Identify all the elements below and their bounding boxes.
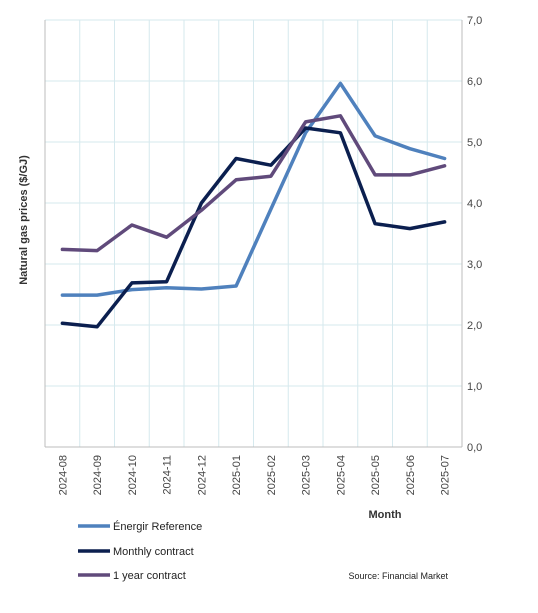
y-tick-label: 0,0 <box>467 442 482 454</box>
x-tick-label: 2025-03 <box>301 455 313 495</box>
x-tick-label: 2025-05 <box>370 455 382 495</box>
y-tick-label: 2,0 <box>467 320 482 332</box>
grid <box>44 19 463 448</box>
x-tick-label: 2025-02 <box>266 455 278 495</box>
y-tick-label: 6,0 <box>467 76 482 88</box>
tick-labels: 0,0 1,0 2,0 3,0 4,0 5,0 6,0 7,0 2024-08 2024-09 20… <box>57 15 482 495</box>
x-tick-label: 2024-09 <box>92 455 104 495</box>
x-axis-label: Month <box>369 509 402 521</box>
x-tick-label: 2024-12 <box>196 455 208 495</box>
y-tick-label: 3,0 <box>467 259 482 271</box>
x-tick-label: 2025-04 <box>335 455 347 495</box>
x-tick-label: 2024-10 <box>127 455 139 495</box>
series-line-1-year-contract <box>60 114 447 253</box>
y-tick-label: 1,0 <box>467 381 482 393</box>
legend-label: 1 year contract <box>113 570 186 582</box>
series-line-monthly-contract <box>60 126 447 329</box>
x-tick-label: 2025-06 <box>405 455 417 495</box>
x-tick-label: 2024-08 <box>57 455 69 495</box>
y-tick-label: 7,0 <box>467 15 482 27</box>
y-tick-label: 4,0 <box>467 198 482 210</box>
source-note: Source: Financial Market <box>348 571 448 581</box>
legend-label: Monthly contract <box>113 546 194 558</box>
x-tick-label: 2025-01 <box>231 455 243 495</box>
legend-label: Énergir Reference <box>113 520 202 533</box>
legend: Énergir Reference Monthly contract 1 year … <box>78 520 202 582</box>
series-lines <box>60 81 447 329</box>
y-tick-label: 5,0 <box>467 137 482 149</box>
x-tick-label: 2024-11 <box>162 455 174 495</box>
y-axis-label: Natural gas prices ($/GJ) <box>18 155 30 285</box>
x-tick-label: 2025-07 <box>440 455 452 495</box>
axes <box>44 20 463 448</box>
